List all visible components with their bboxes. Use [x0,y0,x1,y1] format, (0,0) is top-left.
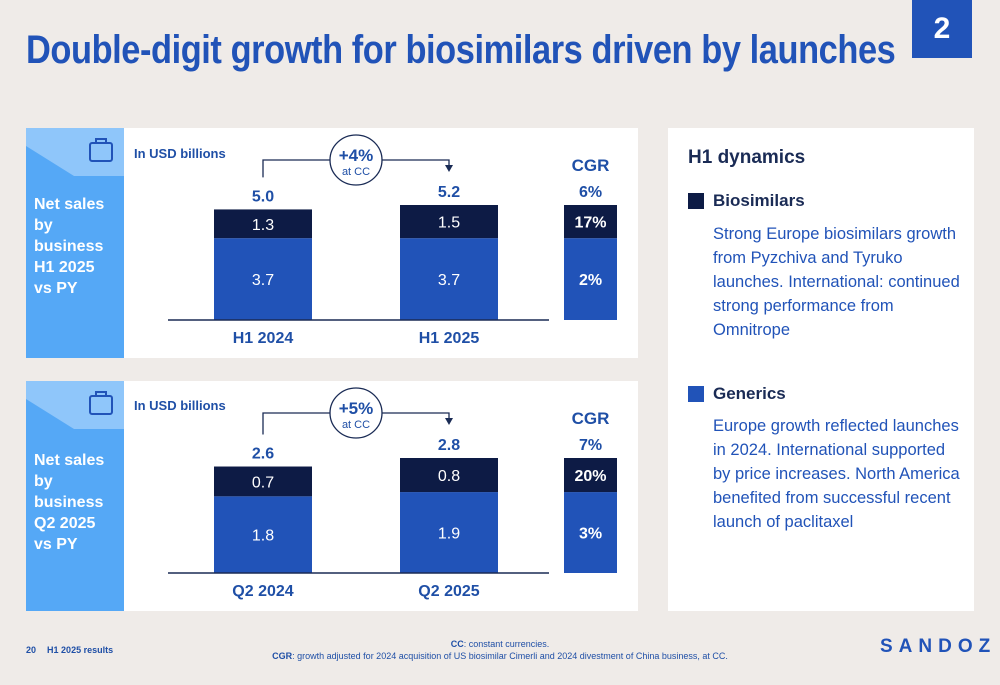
description-line: by price increases. North America [713,465,960,483]
total-label: 2.6 [252,446,274,463]
footnote-text-cgr: : growth adjusted for 2024 acquisition o… [292,651,728,661]
cgr-generics-block [564,492,617,573]
bar-generics [214,238,312,320]
bar-biosimilars [214,209,312,239]
x-tick-label: H1 2025 [419,330,480,347]
footnote-text-cc: : constant currencies. [463,639,550,649]
legend-label-generics: Generics [713,384,786,403]
growth-value: +4% [339,146,374,165]
data-label-biosimilars: 0.7 [252,474,274,491]
data-label-biosimilars: 0.8 [438,468,460,485]
footer-doc-name: H1 2025 results [47,645,114,655]
footnote-key-cc: CC [450,639,464,649]
footnote-key-cgr: CGR [272,651,293,661]
description-line: launches. International: continued [713,273,960,291]
cgr-generics-label: 3% [579,526,602,543]
side-tab-q2 [26,381,124,429]
unit-label-h1: In USD billions [134,146,226,161]
description-line: from Pyzchiva and Tyruko [713,249,903,267]
total-label: 5.2 [438,184,460,201]
x-tick-label: Q2 2025 [418,583,479,600]
page-title: Double-digit growth for biosimilars driv… [26,28,896,72]
cgr-biosimilars-label: 20% [574,468,606,485]
data-label-biosimilars: 1.5 [438,215,460,232]
bar-generics [214,496,312,573]
stacked-bar-chart-h1: 3.7 1.3 5.0 H1 2024 3.7 1.5 5.2 H1 2025 +4%at CC… [168,134,617,347]
page-number-badge: 2 [912,0,972,58]
growth-bubble [329,134,383,186]
sandoz-logo: SANDOZ [880,636,997,657]
bar-biosimilars [214,466,312,497]
description-line: Strong Europe biosimilars growth [713,225,957,243]
bar-generics [400,238,498,320]
unit-label-q2: In USD billions [134,398,226,413]
side-label-line: vs PY [34,536,78,553]
description-line: benefited from successful recent [713,489,951,507]
side-tab-h1 [26,128,124,176]
bar-biosimilars [400,205,498,239]
growth-value: +5% [339,399,374,418]
legend-label-biosimilars: Biosimilars [713,191,805,210]
cgr-total-label: 6% [579,184,602,201]
side-label-q2: Net sales by business Q2 2025 vs PY [34,450,122,555]
cgr-title: CGR [572,409,610,428]
side-label-line: business [34,494,104,511]
briefcase-icon [89,391,113,415]
growth-sub: at CC [342,419,370,431]
footer-page-number: 20 [26,645,37,655]
total-label: 2.8 [438,437,460,454]
x-tick-label: Q2 2024 [232,583,293,600]
description-line: strong performance from [713,297,894,315]
cgr-generics-block [564,238,617,320]
cgr-biosimilars-label: 17% [574,215,606,232]
side-label-line: H1 2025 [34,259,95,276]
description-line: Omnitrope [713,321,791,339]
total-label: 5.0 [252,188,274,205]
footer-notes: CC: constant currencies. CGR: growth adj… [200,638,800,662]
side-label-line: business [34,238,104,255]
legend-swatch-biosimilars [688,193,704,209]
x-tick-label: H1 2024 [233,330,294,347]
bar-generics [400,492,498,573]
side-label-line: Q2 2025 [34,515,96,532]
side-label-line: vs PY [34,280,78,297]
cgr-biosimilars-block [564,458,617,493]
side-label-line: Net sales by [34,196,105,234]
growth-bubble [329,387,383,439]
growth-arrowhead [445,165,453,172]
data-label-biosimilars: 1.3 [252,217,274,234]
generics-description: Europe growth reflected launches in 2024… [713,414,971,534]
stacked-bar-chart-q2: 1.8 0.7 2.6 Q2 2024 1.9 0.8 2.8 Q2 2025 +5%at CC… [168,387,617,600]
dynamics-title: H1 dynamics [688,147,806,168]
footer-page-info: 20 H1 2025 results [26,645,113,655]
cgr-title: CGR [572,156,610,175]
growth-sub: at CC [342,166,370,178]
cgr-total-label: 7% [579,437,602,454]
bar-biosimilars [400,458,498,493]
biosimilars-description: Strong Europe biosimilars growth from Py… [713,222,971,342]
data-label-generics: 1.8 [252,528,274,545]
cgr-biosimilars-block [564,205,617,239]
legend-swatch-generics [688,386,704,402]
growth-arrowhead [445,418,453,425]
side-label-line: Net sales by [34,452,105,490]
description-line: launch of paclitaxel [713,513,854,531]
description-line: Europe growth reflected launches [713,417,959,435]
side-label-h1: Net sales by business H1 2025 vs PY [34,194,122,299]
data-label-generics: 1.9 [438,526,460,543]
cgr-generics-label: 2% [579,272,602,289]
description-line: in 2024. International supported [713,441,946,459]
data-label-generics: 3.7 [252,272,274,289]
briefcase-icon [89,138,113,162]
dynamics-panel [668,128,974,611]
data-label-generics: 3.7 [438,272,460,289]
